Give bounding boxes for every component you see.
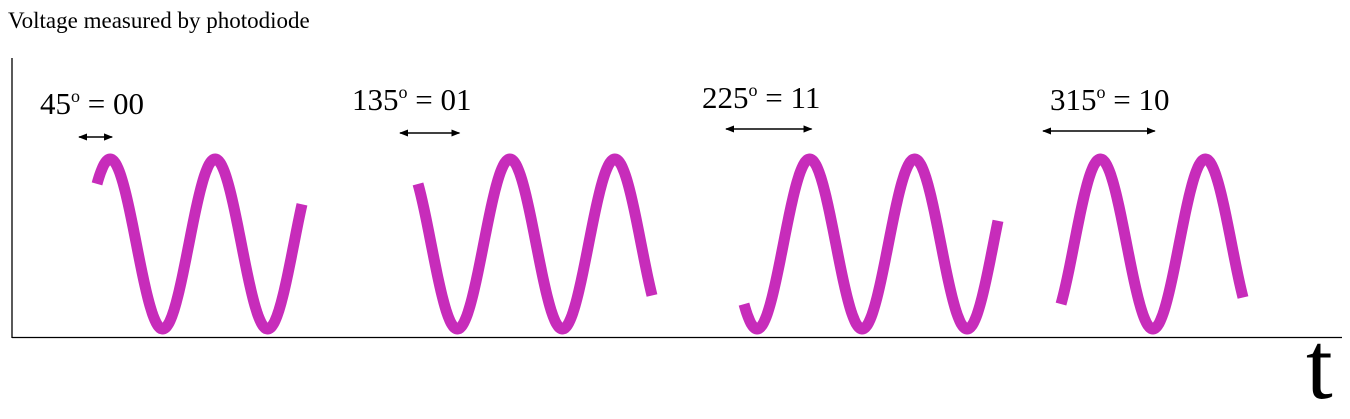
phase-bits: = 10: [1105, 82, 1170, 117]
phase-bits: = 01: [407, 82, 472, 117]
waveform-315: [1055, 153, 1249, 335]
waveform-45: [91, 153, 308, 335]
phase-degrees: 315: [1050, 82, 1097, 117]
phase-label-135: 135o = 01: [352, 82, 471, 118]
waveform-225: [738, 153, 1004, 335]
degree-mark: o: [1096, 81, 1106, 102]
phase-label-45: 45o = 00: [40, 86, 144, 122]
phase-bits: = 00: [80, 86, 144, 121]
phase-degrees: 225: [702, 80, 749, 115]
x-axis-label: t: [1306, 312, 1333, 419]
y-axis-label: Voltage measured by photodiode: [8, 8, 310, 33]
phase-degrees: 135: [352, 82, 399, 117]
phase-bits: = 11: [757, 80, 821, 115]
degree-mark: o: [398, 81, 408, 102]
diagram-canvas: [11, 58, 1342, 339]
phase-label-315: 315o = 10: [1050, 82, 1169, 118]
degree-mark: o: [71, 85, 80, 106]
phase-degrees: 45: [40, 86, 71, 121]
degree-mark: o: [748, 79, 758, 100]
phase-label-225: 225o = 11: [702, 80, 820, 116]
waveform-135: [412, 153, 658, 335]
